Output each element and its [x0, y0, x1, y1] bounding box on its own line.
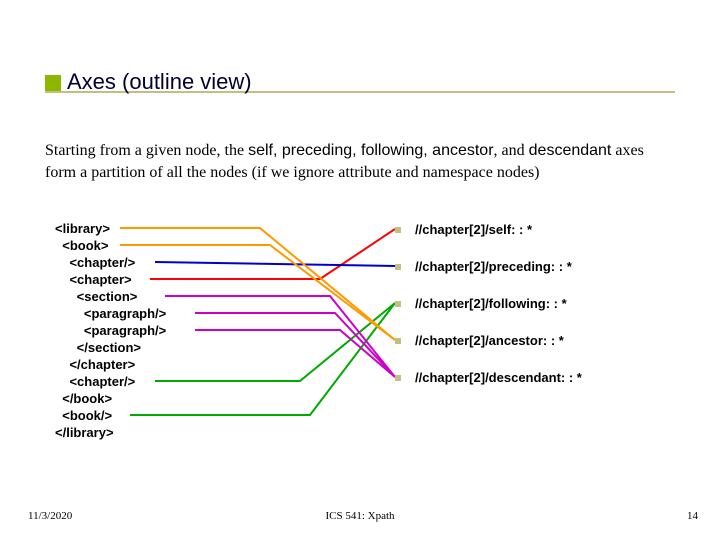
axis-item: //chapter[2]/following: : *: [395, 296, 582, 311]
axis-label: //chapter[2]/self: : *: [415, 222, 532, 237]
body-axes-words: self, preceding, following, ancestor: [248, 142, 493, 159]
axis-label: //chapter[2]/descendant: : *: [415, 370, 582, 385]
xml-line: <chapter/>: [55, 254, 166, 271]
xml-line: </library>: [55, 424, 166, 441]
list-bullet-icon: [395, 227, 401, 233]
footer-center: ICS 541: Xpath: [0, 510, 720, 522]
title-accent-square: [45, 75, 61, 91]
xml-line: <book>: [55, 237, 166, 254]
xml-line: <library>: [55, 220, 166, 237]
axis-item: //chapter[2]/descendant: : *: [395, 370, 582, 385]
axes-list: //chapter[2]/self: : * //chapter[2]/prec…: [395, 222, 582, 407]
xml-outline: <library> <book> <chapter/> <chapter> <s…: [55, 220, 166, 441]
body-paragraph: Starting from a given node, the self, pr…: [45, 140, 675, 183]
body-prefix: Starting from a given node, the: [45, 142, 248, 159]
axis-label: //chapter[2]/following: : *: [415, 296, 567, 311]
body-descendant: descendant: [529, 142, 612, 159]
xml-line: </book>: [55, 390, 166, 407]
xml-line: <paragraph/>: [55, 322, 166, 339]
slide-title: Axes (outline view): [67, 69, 252, 95]
axis-label: //chapter[2]/ancestor: : *: [415, 333, 564, 348]
xml-line: </chapter>: [55, 356, 166, 373]
axis-item: //chapter[2]/ancestor: : *: [395, 333, 582, 348]
xml-line: <chapter>: [55, 271, 166, 288]
xml-line: <chapter/>: [55, 373, 166, 390]
list-bullet-icon: [395, 301, 401, 307]
xml-line: <section>: [55, 288, 166, 305]
body-mid: , and: [494, 142, 529, 159]
list-bullet-icon: [395, 375, 401, 381]
xml-line: <book/>: [55, 407, 166, 424]
xml-line: <paragraph/>: [55, 305, 166, 322]
footer-page-number: 14: [687, 510, 698, 522]
axis-item: //chapter[2]/preceding: : *: [395, 259, 582, 274]
list-bullet-icon: [395, 264, 401, 270]
list-bullet-icon: [395, 338, 401, 344]
axis-item: //chapter[2]/self: : *: [395, 222, 582, 237]
axis-label: //chapter[2]/preceding: : *: [415, 259, 572, 274]
xml-line: </section>: [55, 339, 166, 356]
